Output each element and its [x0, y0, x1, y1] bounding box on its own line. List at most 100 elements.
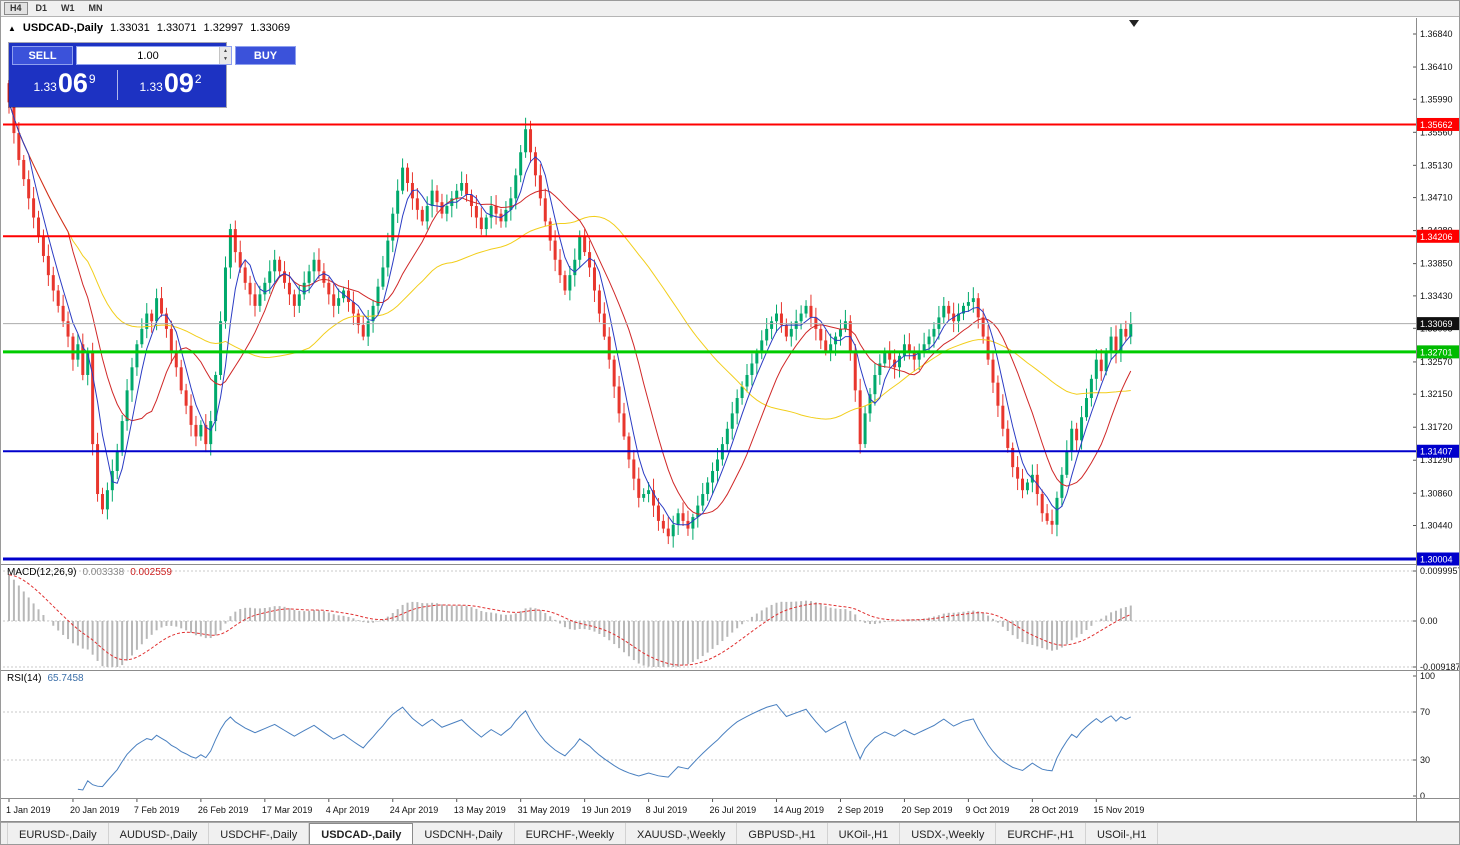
date-axis[interactable]: 1 Jan 2019 20 Jan 2019 7 Feb 2019 26 Feb 20…	[6, 799, 1144, 815]
candle	[46, 244, 50, 286]
candle	[676, 508, 680, 535]
candle	[317, 248, 321, 279]
candle	[922, 332, 926, 358]
candle	[873, 363, 877, 406]
symbol-tab-usdx-weekly[interactable]: USDX-,Weekly	[900, 823, 997, 844]
volume-input[interactable]	[77, 47, 219, 64]
candle	[105, 482, 109, 520]
candle	[656, 498, 660, 531]
candle	[125, 379, 129, 431]
svg-text:8 Jul 2019: 8 Jul 2019	[646, 805, 688, 815]
candle	[194, 415, 198, 447]
candle	[61, 294, 65, 328]
symbol-tab-eurusd-daily[interactable]: EURUSD-,Daily	[7, 823, 109, 844]
svg-text:1.31407: 1.31407	[1420, 447, 1453, 457]
candle	[691, 513, 695, 540]
svg-text:13 May 2019: 13 May 2019	[454, 805, 506, 815]
svg-text:9 Oct 2019: 9 Oct 2019	[965, 805, 1009, 815]
macd-signal-value: 0.002559	[130, 567, 172, 578]
candle	[681, 502, 685, 527]
candle	[51, 266, 55, 302]
candle	[966, 292, 970, 312]
candle	[243, 260, 247, 290]
candle	[529, 120, 533, 163]
volume-up-icon[interactable]: ▲	[220, 47, 231, 56]
buy-price-prefix: 1.33	[139, 79, 163, 94]
candle	[489, 195, 493, 229]
candle	[1011, 442, 1015, 478]
symbol-tab-eurchf-weekly[interactable]: EURCHF-,Weekly	[515, 823, 626, 844]
symbol-tab-gbpusd-h1[interactable]: GBPUSD-,H1	[737, 823, 828, 844]
svg-text:26 Jul 2019: 26 Jul 2019	[710, 805, 757, 815]
candle	[140, 318, 144, 348]
candle	[420, 206, 424, 226]
candle	[927, 329, 931, 352]
svg-text:26 Feb 2019: 26 Feb 2019	[198, 805, 249, 815]
symbol-tab-usdcnh-daily[interactable]: USDCNH-,Daily	[413, 823, 515, 844]
candle	[996, 375, 1000, 417]
rsi-axis-label: 0	[1420, 791, 1425, 801]
candle	[391, 207, 395, 253]
candle	[120, 415, 124, 456]
chart-symbol-period: USDCAD-,Daily	[22, 22, 103, 34]
svg-text:1.34710: 1.34710	[1420, 193, 1453, 203]
macd-signal-line	[8, 574, 1131, 666]
macd-axis-label: 0.00	[1420, 616, 1438, 626]
price-badge-1.30004: 1.30004	[1417, 552, 1459, 566]
ohlc-high: 1.33071	[156, 22, 197, 34]
candle	[474, 195, 478, 229]
svg-text:1.32150: 1.32150	[1420, 389, 1453, 399]
candle	[779, 302, 783, 333]
symbol-tab-ukoil-h1[interactable]: UKOil-,H1	[828, 823, 901, 844]
timeframe-button-d1[interactable]: D1	[30, 2, 54, 15]
svg-text:1.30860: 1.30860	[1420, 488, 1453, 498]
candle	[666, 517, 670, 545]
candle	[602, 302, 606, 340]
symbol-tab-audusd-daily[interactable]: AUDUSD-,Daily	[109, 823, 210, 844]
candle	[799, 305, 803, 330]
macd-name: MACD(12,26,9)	[7, 567, 77, 578]
sell-price-prefix: 1.33	[33, 79, 57, 94]
rsi-axis-label: 30	[1420, 755, 1430, 765]
candle	[199, 420, 203, 441]
candle	[366, 309, 370, 346]
buy-button[interactable]: BUY	[235, 46, 296, 65]
candle	[150, 309, 154, 333]
price-badge-1.35662: 1.35662	[1417, 117, 1459, 131]
symbol-tab-usdcad-daily[interactable]: USDCAD-,Daily	[309, 823, 414, 844]
candle	[597, 284, 601, 323]
timeframe-button-h4[interactable]: H4	[4, 2, 28, 15]
buy-price-display[interactable]: 1.33 09 2	[118, 70, 223, 100]
symbol-tab-usdchf-daily[interactable]: USDCHF-,Daily	[209, 823, 310, 844]
candle	[1114, 325, 1118, 364]
candle	[415, 187, 419, 220]
candle	[1084, 388, 1088, 421]
candle	[809, 294, 813, 328]
sell-button[interactable]: SELL	[12, 46, 73, 65]
candle	[863, 405, 867, 448]
sell-price-display[interactable]: 1.33 06 9	[12, 70, 117, 100]
candle	[538, 164, 542, 206]
candle	[248, 275, 252, 306]
symbol-tab-usoil-h1[interactable]: USOil-,H1	[1086, 823, 1159, 844]
candle	[642, 488, 646, 502]
candle	[450, 191, 454, 218]
timeframe-button-mn[interactable]: MN	[83, 2, 109, 15]
symbol-tab-eurchf-h1[interactable]: EURCHF-,H1	[996, 823, 1086, 844]
symbol-tab-xauusd-weekly[interactable]: XAUUSD-,Weekly	[626, 823, 738, 844]
shift-marker-icon[interactable]	[1129, 20, 1139, 27]
candle	[1129, 312, 1133, 345]
candle	[661, 514, 665, 534]
candle	[258, 285, 262, 312]
candle	[263, 277, 267, 301]
svg-text:17 Mar 2019: 17 Mar 2019	[262, 805, 313, 815]
candle	[312, 252, 316, 283]
candle	[287, 271, 291, 306]
macd-histogram	[8, 574, 1132, 667]
candle	[853, 344, 857, 402]
volume-down-icon[interactable]: ▼	[220, 55, 231, 64]
timeframe-button-w1[interactable]: W1	[55, 2, 81, 15]
candle	[617, 375, 621, 423]
candle	[1016, 456, 1020, 491]
